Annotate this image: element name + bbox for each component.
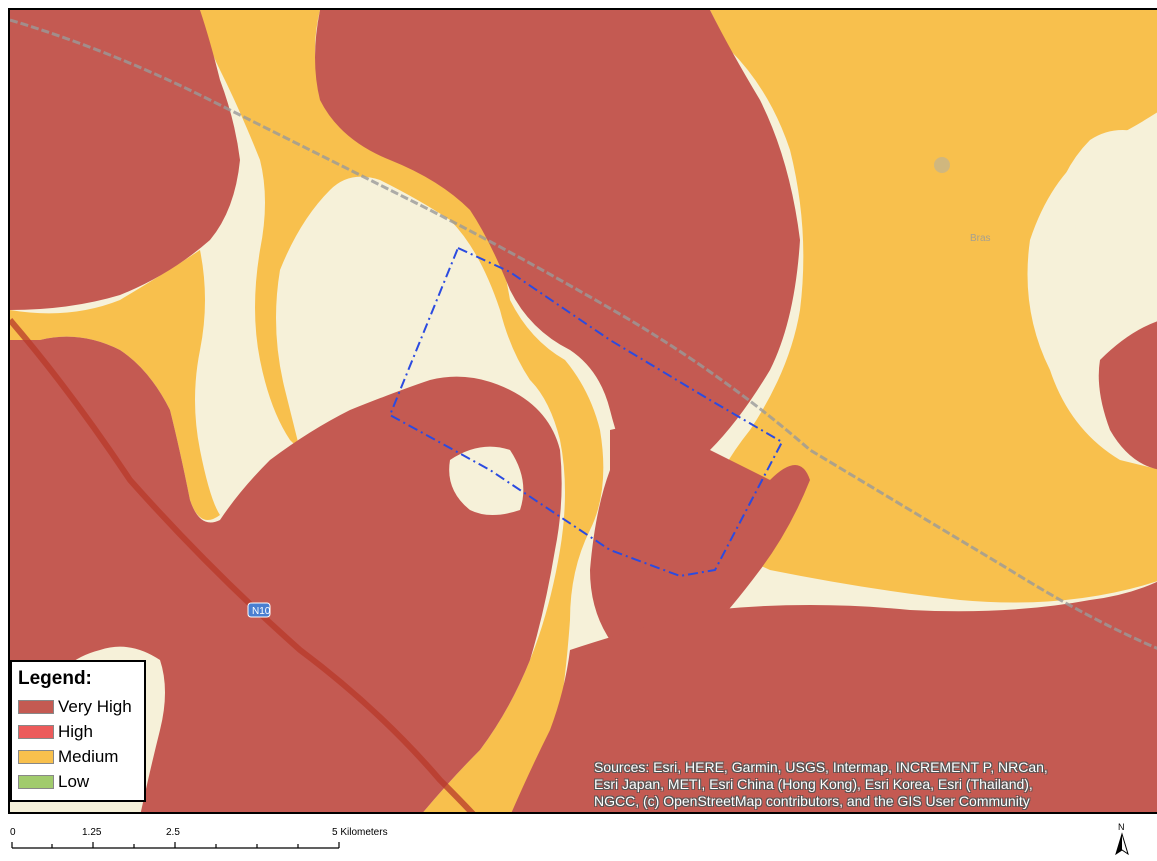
attribution-line-3: NGCC, (c) OpenStreetMap contributors, an…: [594, 793, 1030, 809]
scale-label-0: 0: [10, 827, 16, 838]
scale-label-1-25: 1.25: [82, 827, 102, 838]
legend-label: Low: [58, 771, 90, 791]
north-arrow-icon: N: [1115, 822, 1129, 856]
legend-item-very-high: Very High: [18, 694, 138, 719]
susceptibility-map[interactable]: N10 Bras: [10, 10, 1157, 814]
legend-title: Legend:: [18, 668, 92, 689]
legend-swatch-high: [18, 724, 54, 739]
scale-label-5-km: 5 Kilometers: [332, 827, 388, 838]
legend-label: Very High: [58, 696, 132, 716]
map-attribution: Sources: Esri, HERE, Garmin, USGS, Inter…: [594, 759, 1154, 810]
study-area-boundary[interactable]: [388, 246, 784, 578]
railway-line: [10, 18, 1157, 650]
legend-item-medium: Medium: [18, 744, 138, 769]
scale-ticks: [11, 842, 340, 849]
road-shield-n10: N10: [247, 602, 271, 618]
svg-text:N: N: [1118, 822, 1125, 832]
zone-very-high: [10, 10, 1157, 812]
legend-item-low: Low: [18, 769, 138, 794]
map-legend: Legend: Very High High Medium Low: [10, 660, 146, 802]
attribution-line-1: Sources: Esri, HERE, Garmin, USGS, Inter…: [594, 759, 1048, 775]
legend-label: Medium: [58, 746, 119, 766]
attribution-line-2: Esri Japan, METI, Esri China (Hong Kong)…: [594, 776, 1033, 792]
legend-swatch-very-high: [18, 699, 54, 714]
map-frame[interactable]: N10 Bras Sources: Esri, HERE, Garmin, US…: [8, 8, 1157, 814]
svg-text:N10: N10: [252, 606, 271, 617]
place-marker: [934, 157, 950, 173]
legend-label: High: [58, 721, 93, 741]
legend-swatch-low: [18, 774, 54, 789]
legend-item-high: High: [18, 719, 138, 744]
scale-label-2-5: 2.5: [166, 827, 180, 838]
place-label: Bras: [970, 233, 991, 244]
zone-medium: [10, 10, 1157, 812]
scale-bar: 0 1.25 2.5 5 Kilometers: [10, 827, 388, 849]
legend-swatch-medium: [18, 749, 54, 764]
